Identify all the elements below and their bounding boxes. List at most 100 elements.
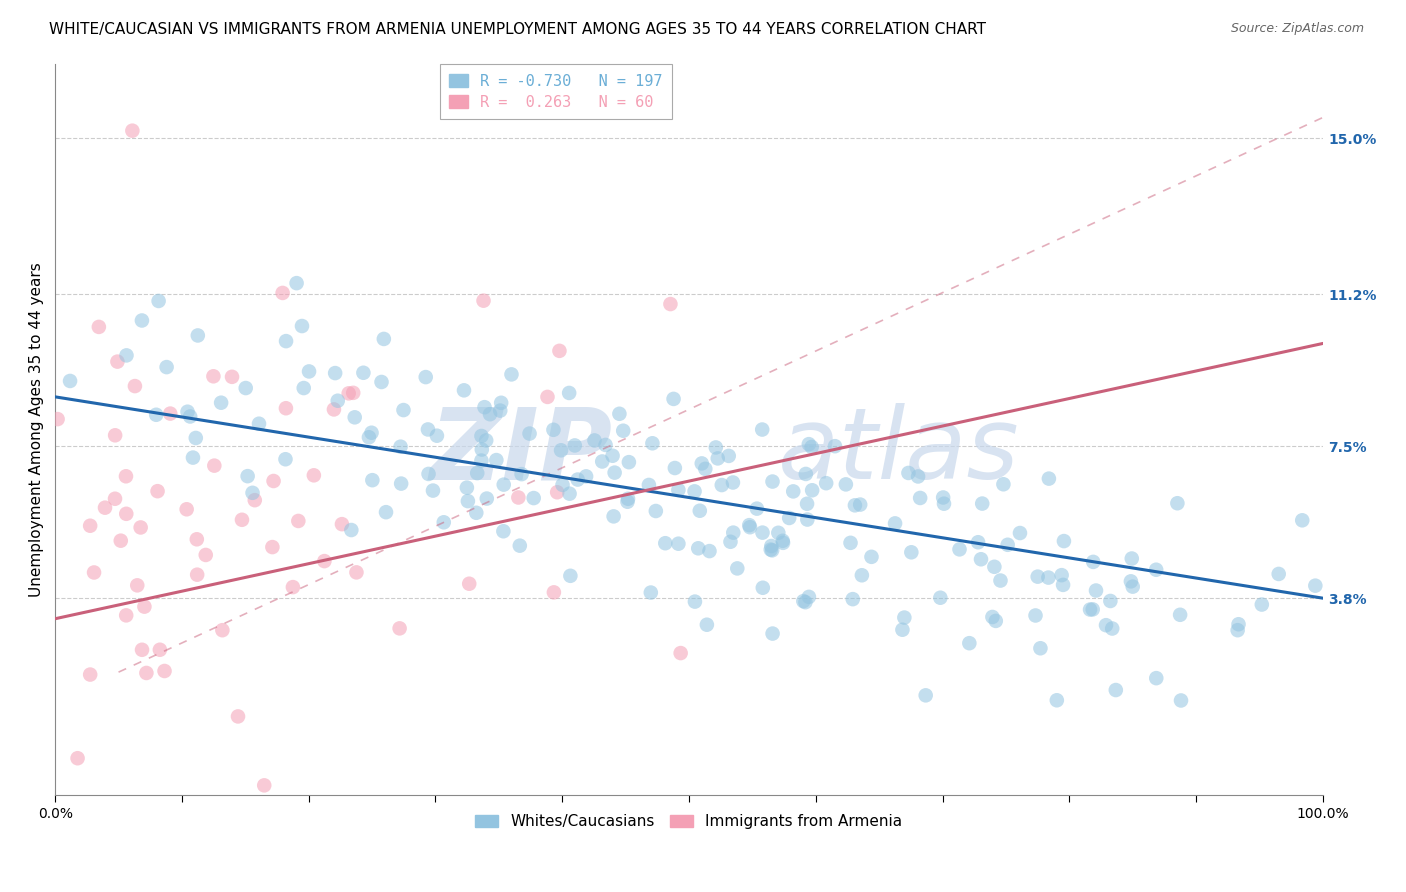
Point [583,434,606,448]
Point [997,538,1019,552]
Point [1052,578,1074,592]
Point [543,585,565,599]
Point [523,491,546,505]
Point [546,485,568,500]
Point [1029,641,1052,656]
Point [456,481,478,495]
Point [1122,580,1144,594]
Point [242,485,264,500]
Point [79,518,101,533]
Point [209,395,232,409]
Point [253,778,276,792]
Point [695,462,717,476]
Point [262,540,284,554]
Point [186,533,208,547]
Point [602,449,624,463]
Point [666,483,689,497]
Point [1226,623,1249,637]
Point [696,617,718,632]
Point [751,525,773,540]
Point [79,667,101,681]
Point [470,453,492,467]
Point [1026,569,1049,583]
Point [794,595,817,609]
Point [972,497,994,511]
Point [129,520,152,534]
Point [617,491,640,506]
Point [302,468,325,483]
Point [1144,671,1167,685]
Point [772,536,794,550]
Point [194,548,217,562]
Point [202,458,225,473]
Point [46,412,69,426]
Point [352,366,374,380]
Point [796,512,818,526]
Point [298,364,321,378]
Point [465,466,488,480]
Point [247,417,270,431]
Point [115,348,138,362]
Point [720,534,742,549]
Point [314,554,336,568]
Point [664,461,686,475]
Point [389,476,412,491]
Point [1291,513,1313,527]
Point [1095,618,1118,632]
Point [644,504,666,518]
Point [550,443,572,458]
Point [236,469,259,483]
Point [509,539,531,553]
Point [721,475,744,490]
Point [94,500,117,515]
Point [187,328,209,343]
Point [1267,566,1289,581]
Point [104,428,127,442]
Point [884,516,907,531]
Point [683,594,706,608]
Point [470,429,492,443]
Point [135,665,157,680]
Point [849,498,872,512]
Point [668,537,690,551]
Point [373,332,395,346]
Point [1038,472,1060,486]
Point [993,477,1015,491]
Point [1038,571,1060,585]
Point [797,590,820,604]
Point [891,623,914,637]
Point [489,403,512,417]
Point [782,484,804,499]
Point [418,467,440,481]
Point [1099,594,1122,608]
Point [343,410,366,425]
Point [794,467,817,481]
Y-axis label: Unemployment Among Ages 35 to 44 years: Unemployment Among Ages 35 to 44 years [30,262,44,597]
Point [271,285,294,300]
Point [536,390,558,404]
Point [1227,617,1250,632]
Point [900,545,922,559]
Point [851,568,873,582]
Point [519,426,541,441]
Point [274,452,297,467]
Point [844,499,866,513]
Point [457,494,479,508]
Point [471,442,494,457]
Point [659,297,682,311]
Point [226,709,249,723]
Point [337,386,360,401]
Point [110,533,132,548]
Point [654,536,676,550]
Point [433,516,456,530]
Point [475,434,498,448]
Point [1305,579,1327,593]
Point [342,385,364,400]
Point [281,580,304,594]
Point [1008,526,1031,541]
Point [612,424,634,438]
Point [124,379,146,393]
Point [990,574,1012,588]
Point [1121,551,1143,566]
Point [725,561,748,575]
